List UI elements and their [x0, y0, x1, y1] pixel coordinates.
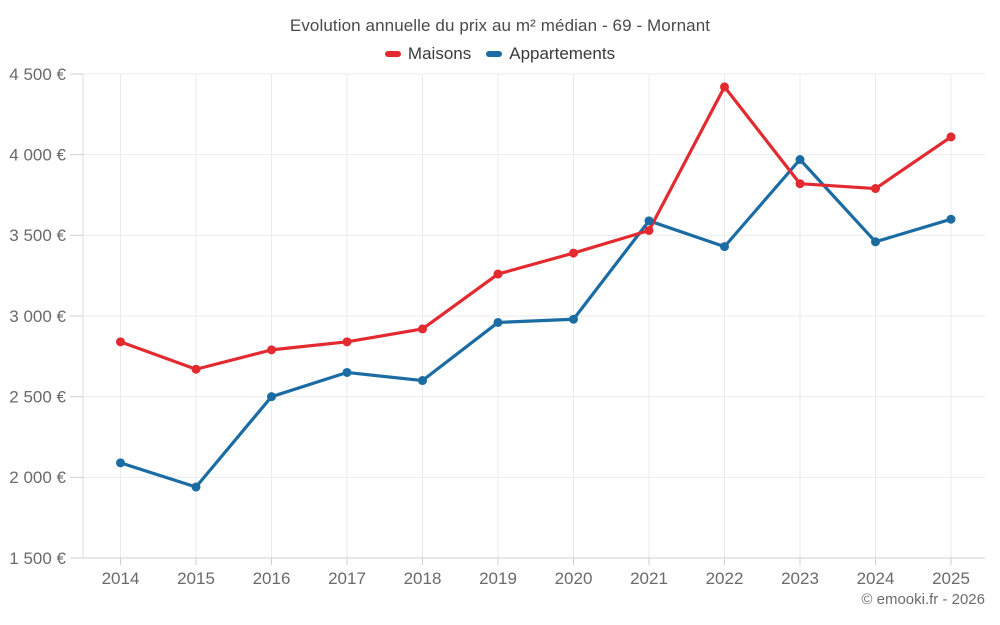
y-axis-tick-label: 1 500 € [9, 549, 66, 568]
y-axis-tick-label: 3 000 € [9, 307, 66, 326]
appartements-point-2014 [116, 458, 125, 468]
maisons-point-2019 [493, 269, 503, 279]
x-axis-tick-label: 2020 [555, 569, 593, 588]
watermark-credit: © emooki.fr - 2026 [861, 591, 985, 608]
chart-legend: Maisons Appartements [0, 44, 1000, 64]
x-axis-tick-label: 2017 [328, 569, 366, 588]
maisons-point-2014 [116, 337, 125, 347]
maisons-point-2016 [267, 345, 276, 355]
appartements-point-2020 [569, 314, 578, 324]
maisons-point-2024 [871, 184, 880, 194]
y-axis-tick-label: 2 500 € [9, 387, 66, 406]
legend-label-appartements: Appartements [509, 44, 616, 63]
appartements-point-2023 [795, 155, 805, 165]
appartements-point-2024 [871, 237, 880, 247]
y-axis-tick-label: 3 500 € [9, 226, 66, 245]
maisons-point-2022 [720, 82, 729, 92]
appartements-legend-swatch-icon [486, 51, 503, 57]
y-axis-tick-label: 2 000 € [9, 468, 66, 487]
x-axis-tick-label: 2016 [253, 569, 291, 588]
x-axis-tick-label: 2023 [781, 569, 819, 588]
appartements-point-2015 [191, 482, 201, 492]
x-axis-tick-label: 2025 [932, 569, 970, 588]
y-axis-tick-label: 4 500 € [9, 65, 66, 84]
y-axis-tick-label: 4 000 € [9, 145, 66, 164]
maisons-point-2018 [418, 324, 427, 334]
maisons-legend-swatch-icon [384, 51, 401, 57]
appartements-point-2017 [342, 367, 352, 377]
appartements-point-2022 [720, 242, 729, 252]
x-axis-tick-label: 2015 [177, 569, 215, 588]
x-axis-tick-label: 2019 [479, 569, 517, 588]
maisons-point-2017 [342, 337, 352, 347]
x-axis-tick-label: 2022 [706, 569, 744, 588]
x-axis-tick-label: 2024 [857, 569, 895, 588]
maisons-point-2020 [569, 248, 578, 258]
appartements-point-2019 [493, 317, 503, 327]
maisons-point-2023 [795, 179, 805, 189]
legend-item-maisons[interactable]: Maisons [384, 44, 472, 64]
appartements-line [118, 157, 953, 489]
chart-title: Evolution annuelle du prix au m² médian … [289, 16, 711, 35]
maisons-point-2021 [644, 225, 654, 235]
appartements-point-2021 [644, 216, 654, 226]
appartements-point-2025 [946, 214, 956, 224]
appartements-point-2018 [418, 376, 427, 386]
maisons-point-2015 [191, 364, 201, 374]
legend-label-maisons: Maisons [407, 44, 472, 63]
x-axis-tick-label: 2018 [404, 569, 442, 588]
maisons-line [118, 85, 953, 371]
x-axis-tick-label: 2021 [630, 569, 668, 588]
appartements-point-2016 [267, 392, 276, 402]
x-axis-tick-label: 2014 [102, 569, 140, 588]
maisons-point-2025 [946, 132, 956, 142]
legend-item-appartements[interactable]: Appartements [486, 44, 615, 64]
